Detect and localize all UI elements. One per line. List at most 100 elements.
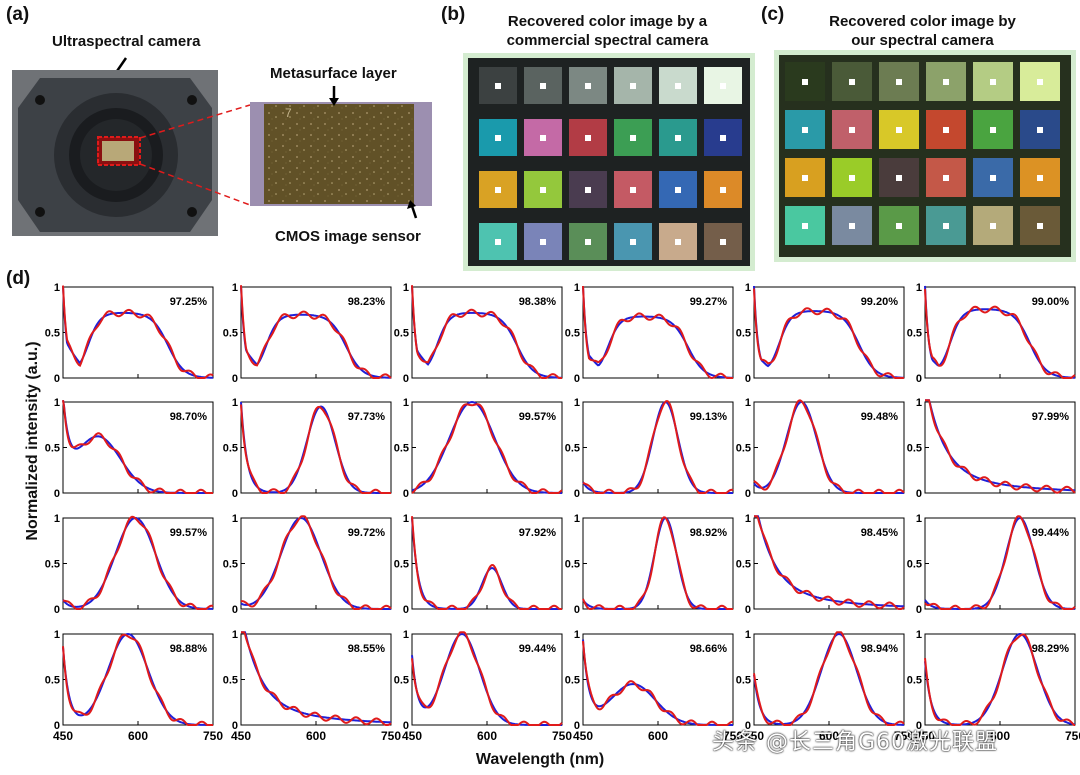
ours-spectrum-line	[62, 400, 213, 494]
y-tick-label: 0.5	[223, 443, 238, 455]
spectrum-subplot: 0 0.5 1 99.13%	[565, 397, 734, 500]
ours-spectrum-line	[924, 515, 1076, 610]
ours-spectrum-line	[582, 399, 734, 494]
subplot-frame	[62, 633, 214, 726]
y-tick-label: 0.5	[45, 559, 60, 571]
y-tick-label: 1	[574, 397, 580, 409]
ours-spectrum-line	[582, 285, 733, 380]
spectrum-subplot: 0 0.5 1 97.92%	[394, 513, 563, 616]
panel-b-swatch-marker	[585, 186, 591, 193]
panel-c-swatch-marker	[849, 174, 855, 181]
ours-spectrum-line	[925, 399, 1076, 494]
accuracy-label: 98.23%	[348, 296, 386, 308]
panel-c-swatch-marker	[849, 78, 855, 85]
y-tick-label: 0.5	[565, 559, 580, 571]
panel-b-swatch	[659, 171, 697, 208]
y-tick-label: 0	[574, 488, 580, 500]
x-tick-label: 600	[819, 729, 839, 743]
panel-c-swatch	[973, 62, 1013, 101]
ours-spectrum-line	[411, 285, 562, 379]
panel-b-swatch-marker	[540, 82, 546, 89]
panel-c-swatch	[785, 110, 825, 149]
y-tick-label: 1	[232, 282, 238, 294]
accuracy-label: 97.92%	[519, 527, 557, 539]
y-tick-label: 1	[403, 397, 409, 409]
panel-c-swatch	[1020, 62, 1060, 101]
y-tick-label: 0	[745, 373, 751, 385]
y-tick-label: 0	[403, 604, 409, 616]
reference-spectrum-line	[241, 631, 391, 724]
y-tick-label: 0.5	[736, 559, 751, 571]
subplot-frame	[240, 517, 392, 610]
watermark: 头条 @长三角G60激光联盟	[712, 730, 999, 755]
panel-c-swatch-marker	[802, 126, 808, 133]
accuracy-label: 98.92%	[690, 527, 728, 539]
panel-b-swatch	[659, 223, 697, 260]
accuracy-label: 98.66%	[690, 643, 728, 655]
y-tick-label: 0.5	[907, 559, 922, 571]
y-tick-label: 0.5	[394, 675, 409, 687]
y-tick-label: 0.5	[565, 328, 580, 340]
panel-b-swatch-marker	[585, 238, 591, 245]
panel-c-swatch	[926, 110, 966, 149]
panel-c-swatch-marker	[943, 174, 949, 181]
panel-c-swatch-marker	[990, 222, 996, 229]
camera-photo	[12, 57, 432, 236]
reference-spectrum-line	[62, 285, 214, 379]
ours-spectrum-line	[753, 399, 905, 494]
y-tick-label: 1	[403, 629, 409, 641]
accuracy-label: 97.25%	[170, 296, 208, 308]
y-tick-label: 0.5	[565, 675, 580, 687]
accuracy-label: 97.73%	[348, 411, 386, 423]
panel-c-swatch-marker	[1037, 78, 1043, 85]
panel-c-swatch-marker	[802, 78, 808, 85]
panel-b-swatch-marker	[540, 134, 546, 141]
y-tick-label: 1	[403, 513, 409, 525]
ours-spectrum-line	[753, 631, 905, 726]
panel-c-swatch-marker	[896, 222, 902, 229]
ours-spectrum-line	[62, 633, 213, 726]
subplot-frame	[240, 633, 392, 726]
x-tick-label: 600	[477, 729, 497, 743]
ours-spectrum-line	[241, 631, 392, 726]
spectrum-subplot: 0 0.5 1 99.00%	[907, 282, 1076, 385]
panel-b-swatch	[569, 119, 607, 156]
panel-c-swatch-marker	[896, 126, 902, 133]
subplot-frame	[62, 517, 214, 610]
panel-c-swatch	[973, 158, 1013, 197]
ours-spectrum-line	[924, 288, 1076, 379]
panel-c-swatch	[785, 158, 825, 197]
x-tick-label: 750	[894, 729, 914, 743]
accuracy-label: 98.45%	[861, 527, 899, 539]
spectrum-subplot: 0 0.5 1 450 600 750 98.94%	[736, 629, 915, 743]
y-tick-label: 0.5	[907, 328, 922, 340]
accuracy-label: 98.70%	[170, 411, 208, 423]
y-tick-label: 0.5	[907, 675, 922, 687]
panel-c-swatch	[832, 62, 872, 101]
panel-b-swatch-marker	[630, 82, 636, 89]
cmos-label: CMOS image sensor	[275, 228, 421, 245]
y-tick-label: 0	[54, 604, 60, 616]
y-tick-label: 0	[916, 373, 922, 385]
panel-b-swatch-marker	[630, 186, 636, 193]
panel-c-swatch-marker	[990, 78, 996, 85]
subplot-frame	[924, 517, 1076, 610]
panel-c-swatch	[785, 206, 825, 245]
panel-b-swatch	[569, 171, 607, 208]
accuracy-label: 99.72%	[348, 527, 386, 539]
panel-b-colorchecker	[463, 53, 755, 271]
spectrum-subplot: 0 0.5 1 450 600 750 98.88%	[45, 629, 224, 743]
y-tick-label: 0	[232, 373, 238, 385]
spectrum-subplot: 0 0.5 1 97.25%	[45, 282, 214, 385]
reference-spectrum-line	[240, 516, 391, 610]
y-tick-label: 0	[916, 720, 922, 732]
y-tick-label: 1	[54, 282, 60, 294]
y-tick-label: 0	[403, 720, 409, 732]
panel-b-swatch-marker	[495, 186, 501, 193]
panel-c-swatch	[879, 110, 919, 149]
y-tick-label: 0	[403, 373, 409, 385]
accuracy-label: 97.99%	[1032, 411, 1070, 423]
spectrum-subplot: 0 0.5 1 450 600 750 98.55%	[223, 629, 402, 743]
subplot-frame	[62, 286, 214, 379]
panel-c-swatch-marker	[943, 126, 949, 133]
